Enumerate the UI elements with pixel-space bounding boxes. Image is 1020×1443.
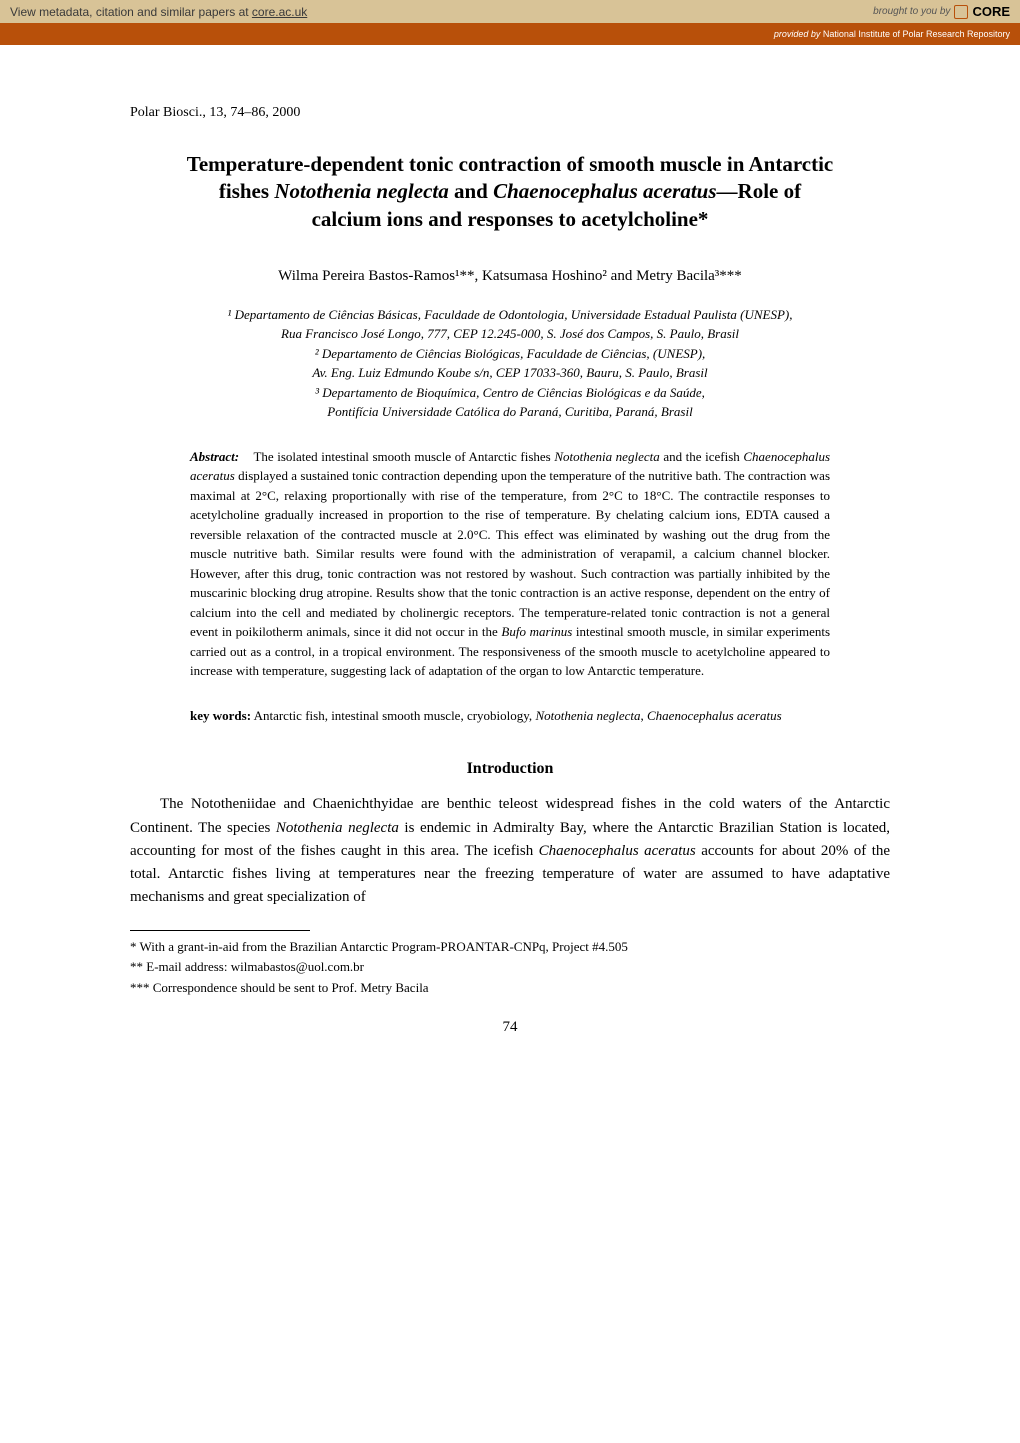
page-content: Polar Biosci., 13, 74–86, 2000 Temperatu… <box>0 45 1020 1076</box>
title-line2-pre: fishes <box>219 179 274 203</box>
affil-3a: ³ Departamento de Bioquímica, Centro de … <box>130 383 890 403</box>
abstract-sp3: Bufo marinus <box>501 624 572 639</box>
metadata-banner: View metadata, citation and similar pape… <box>0 0 1020 23</box>
title-line3: calcium ions and responses to acetylchol… <box>312 207 709 231</box>
authors-line: Wilma Pereira Bastos-Ramos¹**, Katsumasa… <box>130 268 890 285</box>
provided-prefix: provided by <box>774 29 823 39</box>
provider-bar: provided by National Institute of Polar … <box>0 23 1020 45</box>
title-line1: Temperature-dependent tonic contraction … <box>187 152 833 176</box>
page-number: 74 <box>130 1019 890 1036</box>
abstract-pre: The isolated intestinal smooth muscle of… <box>253 449 554 464</box>
title-line2-mid: and <box>449 179 493 203</box>
affiliations: ¹ Departamento de Ciências Básicas, Facu… <box>130 305 890 422</box>
footnote-2: ** E-mail address: wilmabastos@uol.com.b… <box>130 957 890 978</box>
keywords-sp2: Chaenocephalus aceratus <box>647 708 782 723</box>
citation-line: Polar Biosci., 13, 74–86, 2000 <box>130 105 890 121</box>
introduction-paragraph: The Nototheniidae and Chaenichthyidae ar… <box>130 793 890 909</box>
keywords: key words: Antarctic fish, intestinal sm… <box>190 706 830 726</box>
affil-2a: ² Departamento de Ciências Biológicas, F… <box>130 344 890 364</box>
abstract-mid1: and the icefish <box>660 449 744 464</box>
footnotes: * With a grant-in-aid from the Brazilian… <box>130 937 890 999</box>
intro-sp1: Notothenia neglecta <box>276 820 399 836</box>
title-line2-post: —Role of <box>717 179 802 203</box>
provider-text: provided by National Institute of Polar … <box>774 29 1010 39</box>
affil-1b: Rua Francisco José Longo, 777, CEP 12.24… <box>130 324 890 344</box>
abstract-sp1: Notothenia neglecta <box>554 449 659 464</box>
banner-left-text: View metadata, citation and similar pape… <box>10 5 252 19</box>
banner-right: brought to you by CORE <box>873 4 1010 19</box>
footnote-3: *** Correspondence should be sent to Pro… <box>130 978 890 999</box>
title-species2: Chaenocephalus aceratus <box>493 179 716 203</box>
core-link[interactable]: core.ac.uk <box>252 5 307 19</box>
banner-left: View metadata, citation and similar pape… <box>10 5 307 19</box>
paper-title: Temperature-dependent tonic contraction … <box>130 151 890 233</box>
provided-source: National Institute of Polar Research Rep… <box>823 29 1010 39</box>
abstract: Abstract: The isolated intestinal smooth… <box>190 447 830 681</box>
section-heading: Introduction <box>130 760 890 778</box>
affil-1a: ¹ Departamento de Ciências Básicas, Facu… <box>130 305 890 325</box>
affil-3b: Pontifícia Universidade Católica do Para… <box>130 402 890 422</box>
title-species1: Notothenia neglecta <box>274 179 448 203</box>
keywords-pre: Antarctic fish, intestinal smooth muscle… <box>254 708 536 723</box>
footnote-1: * With a grant-in-aid from the Brazilian… <box>130 937 890 958</box>
keywords-sp1: Notothenia neglecta <box>535 708 640 723</box>
core-logo[interactable]: CORE <box>972 4 1010 19</box>
footnote-divider <box>130 930 310 931</box>
intro-sp2: Chaenocephalus aceratus <box>539 843 696 859</box>
keywords-label: key words: <box>190 708 251 723</box>
brought-by-text: brought to you by <box>873 6 950 17</box>
abstract-mid2: displayed a sustained tonic contraction … <box>190 468 830 639</box>
affil-2b: Av. Eng. Luiz Edmundo Koube s/n, CEP 170… <box>130 363 890 383</box>
core-icon <box>954 5 968 19</box>
abstract-label: Abstract: <box>190 449 239 464</box>
